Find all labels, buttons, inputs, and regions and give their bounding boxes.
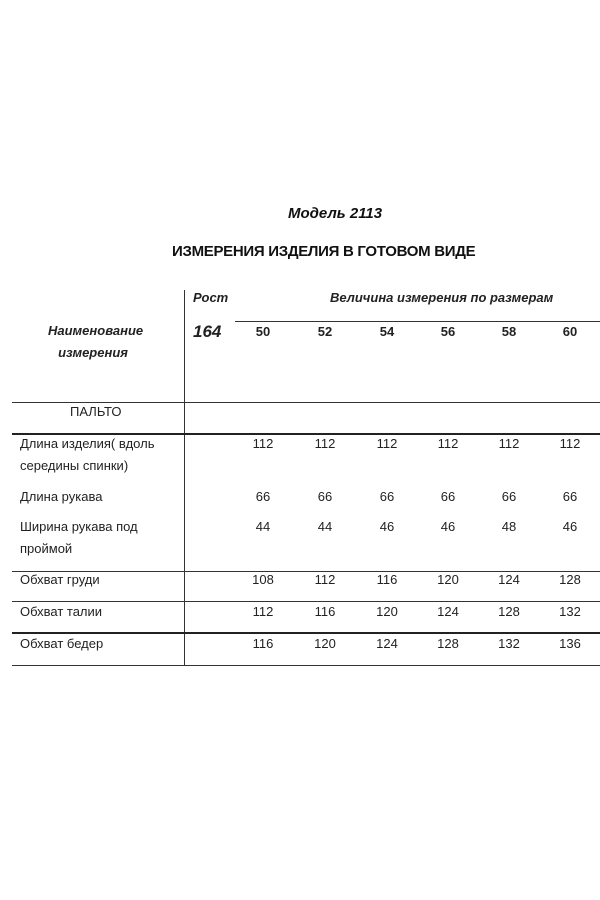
measurement-name: Обхват груди	[20, 572, 100, 587]
measurement-value: 132	[559, 604, 581, 619]
measurement-value: 44	[317, 519, 333, 534]
measurement-value: 66	[255, 489, 271, 504]
measurement-name: Ширина рукава под	[20, 519, 138, 534]
measurement-value: 124	[498, 572, 520, 587]
measurement-value: 46	[562, 519, 578, 534]
measurement-value: 124	[376, 636, 398, 651]
measurement-value: 112	[252, 436, 274, 451]
row-divider	[12, 665, 600, 666]
measurement-value: 44	[255, 519, 271, 534]
measurement-value: 116	[252, 636, 274, 651]
measurement-name: Обхват бедер	[20, 636, 104, 651]
measurement-value: 46	[379, 519, 395, 534]
measurement-value: 112	[376, 436, 398, 451]
measurement-value: 120	[376, 604, 398, 619]
size-header: 60	[562, 324, 578, 339]
sizes-label: Величина измерения по размерам	[330, 290, 554, 305]
sizes-divider	[235, 321, 600, 322]
measurement-value: 46	[440, 519, 456, 534]
measurement-value: 66	[317, 489, 333, 504]
row-divider	[12, 571, 600, 572]
measurement-value: 112	[314, 436, 336, 451]
measurement-value: 108	[252, 572, 274, 587]
measurement-name: середины спинки)	[20, 458, 129, 473]
measurement-name: Длина изделия( вдоль	[20, 436, 155, 451]
measurement-value: 112	[252, 604, 274, 619]
measurement-value: 66	[379, 489, 395, 504]
measurement-value: 128	[498, 604, 520, 619]
model-title: Модель 2113	[288, 205, 383, 222]
row-divider	[12, 433, 600, 435]
table-subtitle: ИЗМЕРЕНИЯ ИЗДЕЛИЯ В ГОТОВОМ ВИДЕ	[172, 243, 476, 260]
measurement-value: 66	[440, 489, 456, 504]
measurement-value: 120	[314, 636, 336, 651]
height-value: 164	[193, 322, 222, 341]
measurement-value: 112	[559, 436, 581, 451]
measurement-value: 128	[559, 572, 581, 587]
measurement-value: 116	[314, 604, 336, 619]
size-header: 50	[255, 324, 271, 339]
measurement-name: проймой	[20, 541, 73, 556]
measurement-name: Обхват талии	[20, 604, 103, 619]
measurement-value: 66	[501, 489, 517, 504]
measurement-value: 112	[314, 572, 336, 587]
measurement-value: 132	[498, 636, 520, 651]
row-divider	[12, 601, 600, 602]
size-header: 54	[379, 324, 395, 339]
measurement-value: 112	[498, 436, 520, 451]
measurement-value: 120	[437, 572, 459, 587]
header-line: Наименование	[48, 323, 144, 338]
measurement-name: Длина рукава	[20, 489, 103, 504]
measurement-value: 136	[559, 636, 581, 651]
row-divider	[12, 402, 600, 403]
height-label: Рост	[193, 290, 229, 305]
section-label: ПАЛЬТО	[70, 404, 122, 419]
column-divider	[184, 290, 185, 666]
measurement-value: 124	[437, 604, 459, 619]
measurement-name-header: Наименование измерения	[48, 320, 144, 364]
row-divider	[12, 632, 600, 634]
size-header: 58	[501, 324, 517, 339]
measurement-value: 48	[501, 519, 517, 534]
measurement-value: 66	[562, 489, 578, 504]
header-line: измерения	[58, 345, 128, 360]
size-header: 56	[440, 324, 456, 339]
size-header: 52	[317, 324, 333, 339]
measurement-value: 128	[437, 636, 459, 651]
measurement-value: 112	[437, 436, 459, 451]
measurement-value: 116	[376, 572, 398, 587]
